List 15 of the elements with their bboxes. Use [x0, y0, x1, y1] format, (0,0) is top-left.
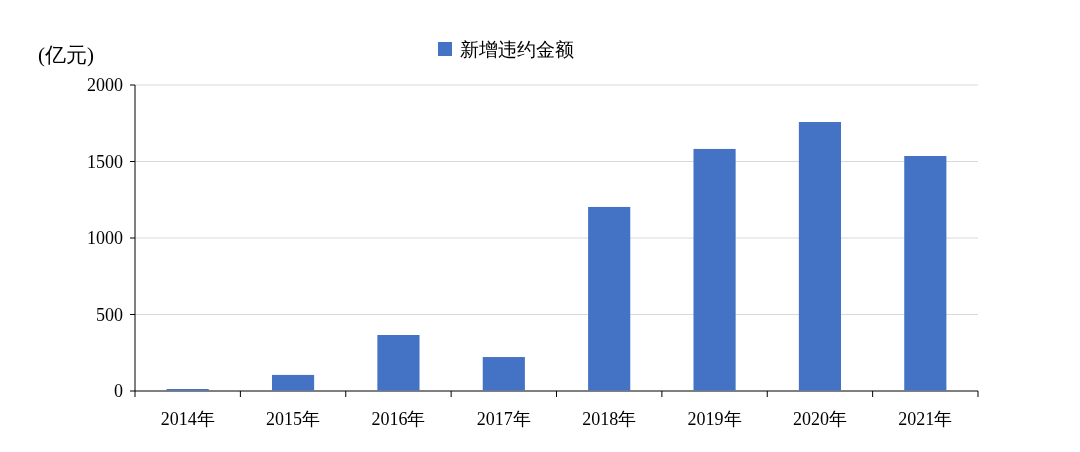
x-tick-label: 2014年	[160, 409, 215, 429]
y-tick-label: 1000	[87, 228, 123, 248]
x-tick-label: 2016年	[371, 409, 426, 429]
x-tick-label: 2018年	[582, 409, 637, 429]
y-tick-label: 1500	[87, 151, 123, 172]
x-tick-label: 2015年	[266, 409, 321, 429]
x-tick-label: 2017年	[476, 409, 531, 429]
x-tick-label: 2021年	[898, 409, 953, 429]
y-tick-label: 500	[96, 304, 123, 325]
y-tick-label: 2000	[87, 75, 123, 95]
x-tick-label: 2019年	[687, 409, 742, 429]
legend-label: 新增违约金额	[460, 39, 574, 60]
y-axis-title: (亿元)	[38, 43, 94, 67]
y-tick-label: 0	[114, 381, 123, 401]
x-tick-label: 2020年	[792, 409, 847, 429]
